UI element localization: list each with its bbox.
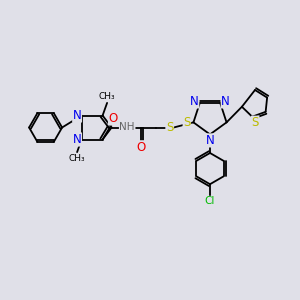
Text: NH: NH bbox=[119, 122, 135, 133]
Text: N: N bbox=[206, 134, 214, 147]
Text: N: N bbox=[221, 95, 230, 108]
Text: N: N bbox=[73, 133, 82, 146]
Text: CH₃: CH₃ bbox=[69, 154, 86, 163]
Text: CH₃: CH₃ bbox=[99, 92, 116, 101]
Text: S: S bbox=[166, 121, 173, 134]
Text: N: N bbox=[73, 109, 82, 122]
Text: N: N bbox=[190, 95, 199, 108]
Text: O: O bbox=[109, 112, 118, 125]
Text: Cl: Cl bbox=[205, 196, 215, 206]
Text: O: O bbox=[136, 141, 145, 154]
Text: S: S bbox=[251, 116, 259, 129]
Text: S: S bbox=[183, 116, 190, 129]
